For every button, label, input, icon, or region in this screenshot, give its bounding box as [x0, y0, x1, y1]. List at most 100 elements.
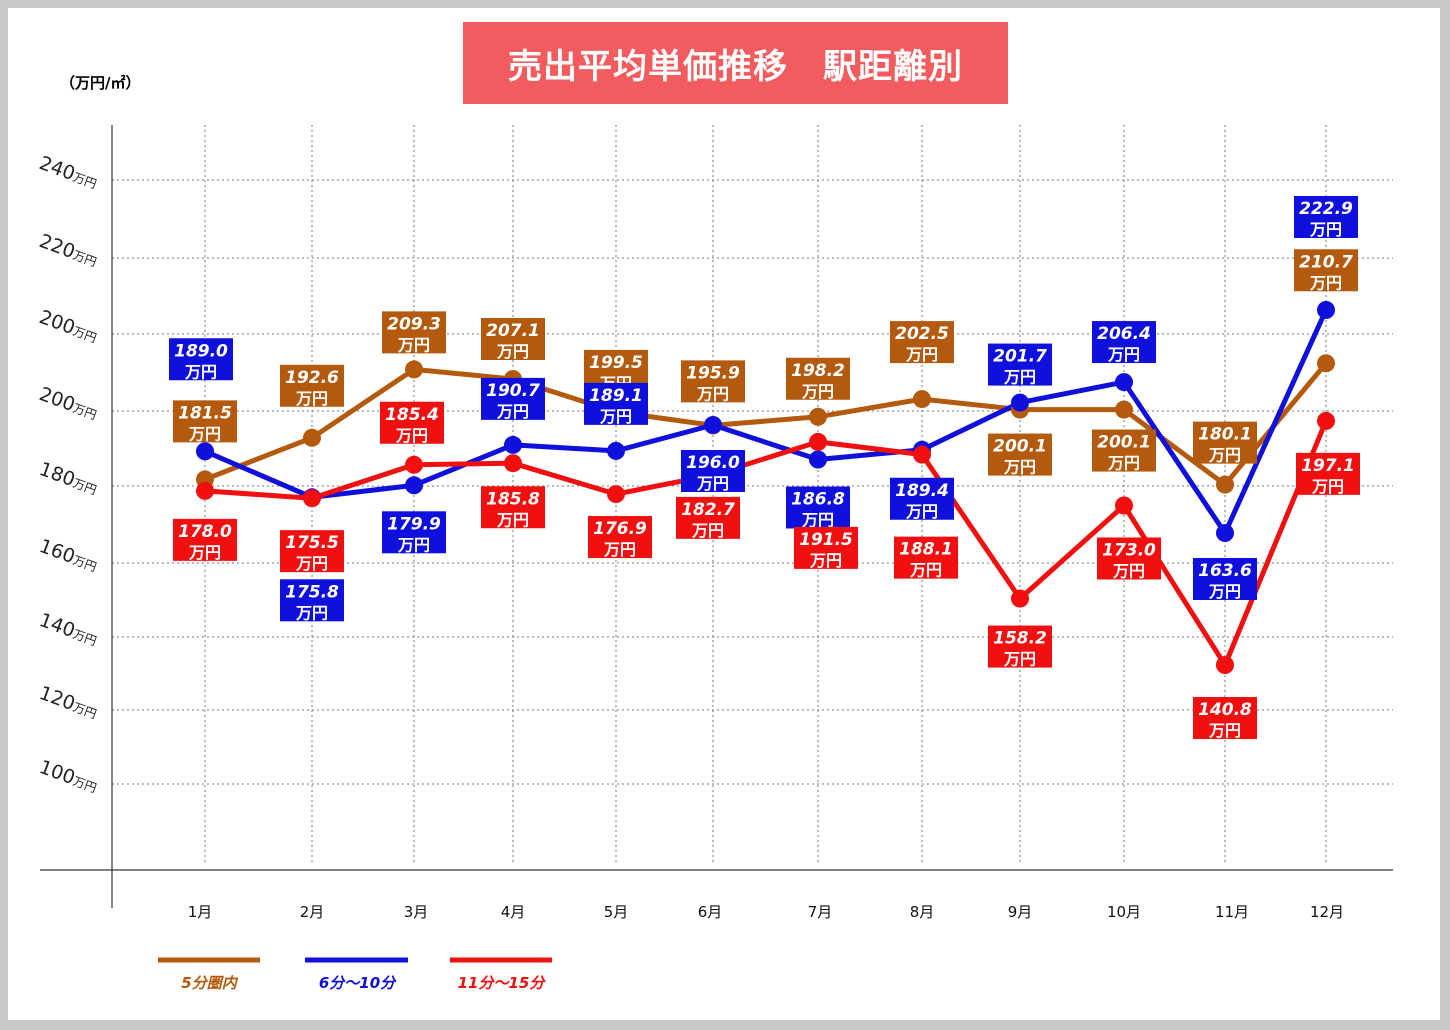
x-tick-label: 7月 [808, 903, 833, 921]
data-label-value: 186.8 [791, 490, 845, 510]
data-label-unit: 万円 [1112, 561, 1145, 580]
data-label-value: 181.5 [178, 403, 232, 423]
data-point [1216, 524, 1234, 542]
data-label-unit: 万円 [1208, 721, 1241, 740]
data-label-box [481, 486, 545, 529]
data-label-unit: 万円 [188, 424, 221, 443]
y-tick-label: 200万円 [36, 383, 98, 422]
data-label: 206.4万円 [1092, 321, 1156, 364]
data-label-box [380, 401, 444, 444]
data-label: 189.0万円 [169, 338, 233, 381]
data-label-box [280, 364, 344, 407]
series-line [204, 361, 1328, 488]
data-label-value: 209.3 [387, 314, 441, 334]
y-tick-label: 140万円 [36, 609, 98, 648]
data-label-value: 176.9 [593, 519, 647, 539]
x-tick-label: 12月 [1310, 903, 1344, 921]
data-label: 201.7万円 [988, 343, 1052, 387]
data-label-value: 196.0 [686, 453, 740, 473]
data-label: 222.9万円 [1294, 196, 1358, 239]
data-label-unit: 万円 [1309, 273, 1342, 292]
data-label-value: 185.8 [486, 489, 540, 509]
data-label: 175.8万円 [280, 579, 344, 622]
svg-text:240万円: 240万円 [36, 152, 100, 193]
y-tick-label: 180万円 [36, 458, 98, 497]
data-label-unit: 万円 [809, 551, 842, 570]
data-label-value: 210.7 [1299, 252, 1353, 272]
data-point [196, 442, 214, 461]
data-label-value: 199.5 [589, 353, 643, 373]
data-label-unit: 万円 [1311, 477, 1344, 496]
data-label: 202.5万円 [890, 321, 954, 364]
data-label: 200.1万円 [988, 433, 1052, 477]
data-label: 179.9万円 [382, 511, 446, 554]
data-label-box [681, 360, 745, 403]
data-label-value: 189.1 [589, 386, 643, 406]
x-tick-label: 4月 [501, 903, 526, 921]
data-label: 197.1万円 [1296, 452, 1360, 496]
data-label: 176.9万円 [588, 516, 652, 559]
data-point [504, 435, 522, 454]
data-label-box [1193, 697, 1257, 740]
data-label-value: 178.0 [178, 522, 232, 542]
data-label-box [280, 530, 344, 573]
data-label-box [786, 486, 850, 529]
data-label-box [1193, 558, 1257, 600]
x-tick-labels: 1月 2月 3月 4月 5月 6月 7月 8月 9月 10月 11月 12月 [188, 903, 1344, 921]
data-label: 185.4万円 [380, 401, 444, 445]
data-label: 175.5万円 [280, 530, 344, 573]
data-label: 196.0万円 [681, 450, 745, 493]
data-point [303, 489, 321, 508]
data-label-value: 189.0 [174, 341, 228, 361]
data-label-unit: 万円 [295, 554, 328, 573]
data-label-value: 188.1 [899, 540, 953, 560]
data-label-box [988, 343, 1052, 386]
legend-item: 11分～15分 [450, 957, 552, 992]
data-label-box [890, 477, 954, 520]
data-label-unit: 万円 [1003, 368, 1036, 387]
data-label-box [382, 311, 446, 354]
data-label-value: 179.9 [387, 514, 441, 534]
x-tick-label: 3月 [404, 903, 429, 921]
data-label: 192.6万円 [280, 364, 344, 408]
data-label-box [173, 518, 237, 561]
data-point [913, 390, 931, 409]
data-label-box [890, 321, 954, 364]
data-label-box [1294, 196, 1358, 238]
data-label-unit: 万円 [1003, 650, 1036, 669]
data-label-box [1092, 429, 1156, 472]
data-label-value: 222.9 [1299, 199, 1353, 219]
data-point [405, 360, 423, 379]
data-point [1216, 475, 1234, 494]
data-label-value: 207.1 [486, 321, 540, 341]
data-label-unit: 万円 [1107, 345, 1140, 364]
x-tick-label: 8月 [910, 903, 935, 921]
data-point [607, 441, 625, 460]
data-label-unit: 万円 [905, 345, 938, 364]
data-point [1317, 354, 1335, 373]
series-line [204, 308, 1329, 536]
data-label-unit: 万円 [599, 407, 632, 426]
data-label: 198.2万円 [786, 357, 850, 401]
data-label-value: 197.1 [1301, 456, 1355, 476]
legend-label: 5分圏内 [181, 974, 238, 992]
data-label-unit: 万円 [496, 510, 529, 529]
data-label-value: 175.5 [285, 533, 339, 553]
svg-text:200万円: 200万円 [36, 306, 100, 347]
axes [40, 125, 1393, 908]
data-point [809, 432, 827, 451]
series-lines [204, 308, 1329, 668]
data-label-unit: 万円 [603, 540, 636, 559]
data-label: 178.0万円 [173, 518, 237, 562]
data-point [704, 416, 722, 434]
data-label: 181.5万円 [173, 400, 237, 443]
data-point [1317, 301, 1335, 319]
x-tick-label: 9月 [1008, 903, 1033, 921]
data-label-value: 158.2 [993, 629, 1047, 649]
y-tick-label: 220万円 [36, 230, 98, 269]
data-label: 210.7万円 [1294, 249, 1358, 292]
svg-text:160万円: 160万円 [36, 535, 100, 576]
y-tick-labels: 240万円 220万円 200万円 200万円 180万円 160万円 140万円 120万円… [36, 152, 100, 795]
data-point [196, 481, 214, 500]
